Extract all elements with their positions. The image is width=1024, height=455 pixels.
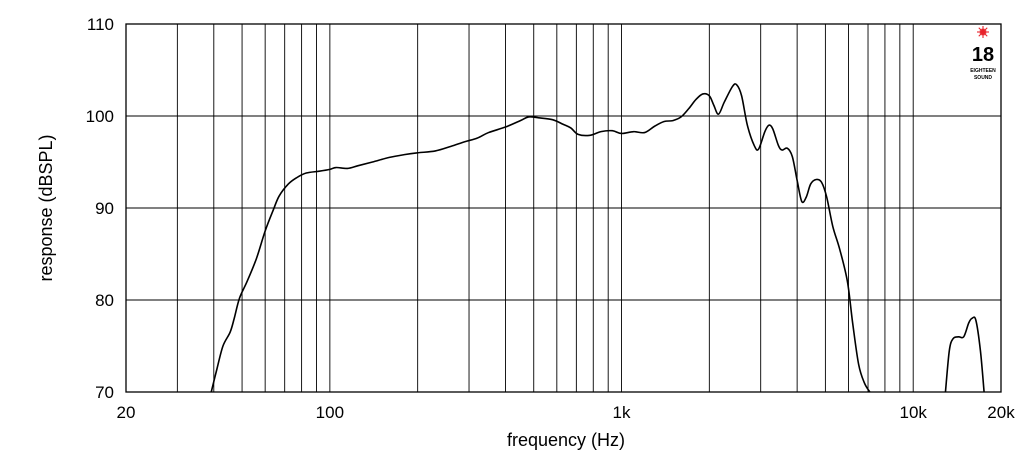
logo-number: 18	[972, 44, 994, 66]
y-gridlines	[126, 115, 1001, 301]
x-axis-title: frequency (Hz)	[507, 430, 625, 450]
x-tick-label: 10k	[899, 403, 927, 422]
x-tick-label: 20	[117, 403, 136, 422]
y-tick-label: 100	[86, 107, 114, 126]
x-tick-label: 100	[316, 403, 344, 422]
logo-line1: EIGHTEEN	[970, 68, 996, 74]
response-line-segment	[210, 83, 871, 393]
y-tick-label: 110	[87, 15, 114, 34]
plot-frame	[125, 23, 1002, 393]
y-tick-label: 70	[95, 383, 114, 402]
y-tick-label: 80	[95, 291, 114, 310]
x-tick-labels: 20 100 1k 10k 20k	[117, 403, 1016, 422]
y-axis-title: response (dBSPL)	[36, 134, 56, 281]
y-tick-label: 90	[95, 199, 114, 218]
x-tick-label: 1k	[613, 403, 631, 422]
eighteen-sound-logo: 18 EIGHTEEN SOUND	[970, 26, 996, 81]
x-tick-label: 20k	[987, 403, 1015, 422]
star-ray	[979, 30, 987, 34]
logo-line2: SOUND	[974, 75, 992, 81]
star-icon	[977, 26, 989, 38]
y-tick-labels: 70 80 90 100 110	[86, 15, 114, 402]
response-curve	[210, 83, 985, 393]
response-line-segment	[944, 316, 985, 393]
